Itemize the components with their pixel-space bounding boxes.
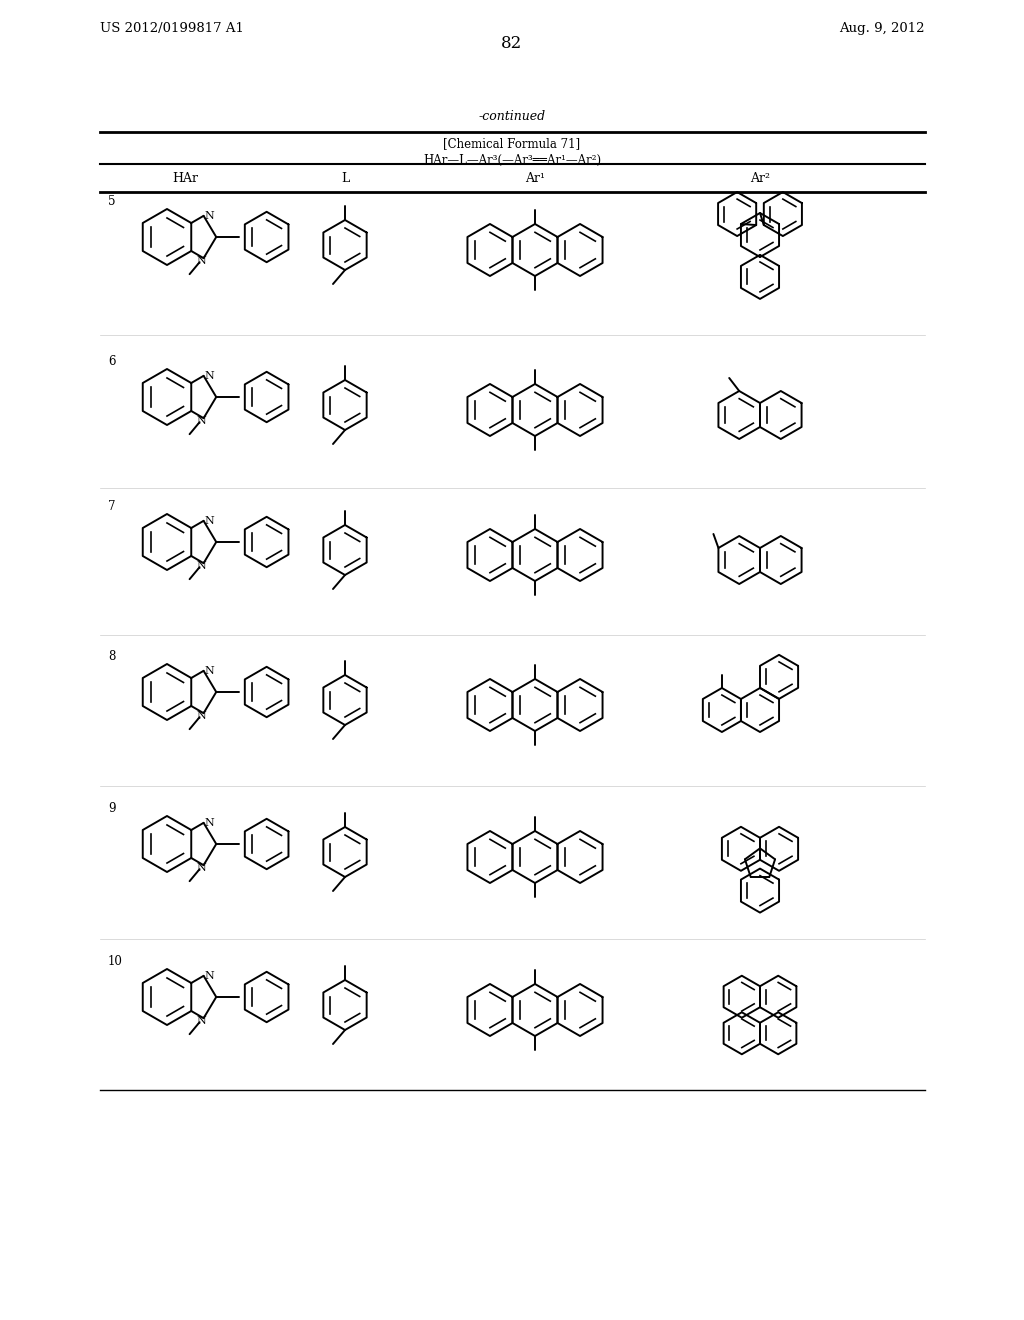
Text: 6: 6 (108, 355, 116, 368)
Text: N: N (205, 970, 214, 981)
Text: -continued: -continued (478, 110, 546, 123)
Text: HAr: HAr (172, 172, 198, 185)
Text: HAr—L—Ar³(—Ar³══Ar¹—Ar²): HAr—L—Ar³(—Ar³══Ar¹—Ar²) (423, 154, 601, 168)
Text: L: L (341, 172, 349, 185)
Text: 82: 82 (502, 36, 522, 51)
Text: N: N (197, 1016, 207, 1026)
Text: 9: 9 (108, 803, 116, 814)
Text: 10: 10 (108, 954, 123, 968)
Text: 8: 8 (108, 649, 116, 663)
Text: 7: 7 (108, 500, 116, 513)
Text: N: N (197, 256, 207, 267)
Text: N: N (197, 711, 207, 721)
Text: [Chemical Formula 71]: [Chemical Formula 71] (443, 137, 581, 150)
Text: Ar²: Ar² (750, 172, 770, 185)
Text: N: N (197, 561, 207, 572)
Text: N: N (205, 665, 214, 676)
Text: N: N (205, 516, 214, 525)
Text: Aug. 9, 2012: Aug. 9, 2012 (840, 22, 925, 36)
Text: N: N (205, 211, 214, 220)
Text: 5: 5 (108, 195, 116, 209)
Text: N: N (197, 416, 207, 426)
Text: Ar¹: Ar¹ (525, 172, 545, 185)
Text: US 2012/0199817 A1: US 2012/0199817 A1 (100, 22, 244, 36)
Text: N: N (205, 818, 214, 828)
Text: N: N (205, 371, 214, 381)
Text: N: N (197, 863, 207, 873)
